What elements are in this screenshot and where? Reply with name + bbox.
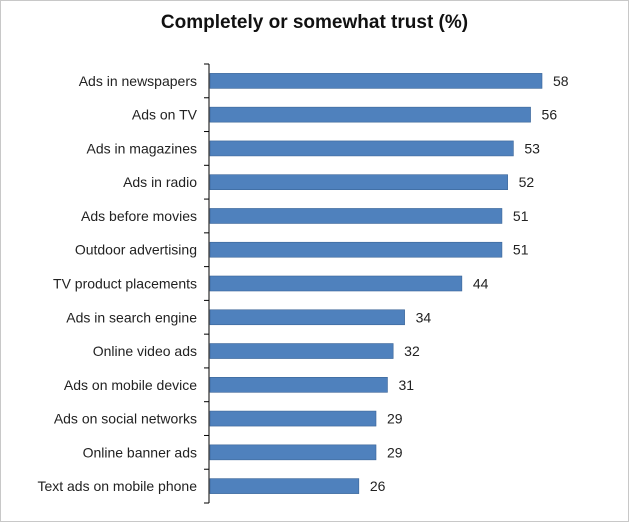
data-label: 26 xyxy=(370,478,386,494)
category-label: Ads in radio xyxy=(123,174,197,190)
bar xyxy=(209,309,405,326)
data-label: 52 xyxy=(519,174,535,190)
category-label: Online banner ads xyxy=(83,444,197,460)
category-label: Ads on TV xyxy=(132,107,198,123)
category-labels: Ads in newspapers Ads on TV Ads in magazin… xyxy=(37,73,197,494)
bar xyxy=(209,478,360,494)
value-labels: 58 56 53 52 51 51 44 34 32 31 29 29 26 xyxy=(370,73,569,494)
category-label: Ads in newspapers xyxy=(79,73,197,89)
data-label: 51 xyxy=(513,208,529,224)
y-axis-ticks xyxy=(204,63,209,504)
data-label: 29 xyxy=(387,411,403,427)
data-label: 34 xyxy=(416,309,432,325)
bars-group xyxy=(209,73,543,494)
bar xyxy=(209,208,503,224)
category-label: Ads before movies xyxy=(81,208,197,224)
category-label: Online video ads xyxy=(93,343,197,359)
data-label: 51 xyxy=(513,242,529,258)
data-label: 44 xyxy=(473,276,489,292)
category-label: Ads on mobile device xyxy=(64,377,197,393)
category-label: Ads in search engine xyxy=(66,309,197,325)
chart-title: Completely or somewhat trust (%) xyxy=(160,12,469,33)
data-label: 56 xyxy=(542,107,558,123)
bar xyxy=(209,343,394,359)
data-label: 29 xyxy=(387,444,403,460)
bar xyxy=(209,377,388,393)
data-label: 53 xyxy=(524,140,540,156)
bar xyxy=(209,106,531,123)
bar xyxy=(209,444,377,461)
bar xyxy=(209,73,543,89)
category-label: TV product placements xyxy=(53,276,197,292)
data-label: 32 xyxy=(404,343,420,359)
bar xyxy=(209,410,377,427)
bar xyxy=(209,174,508,190)
bar xyxy=(209,241,503,258)
data-label: 58 xyxy=(553,73,569,89)
data-label: 31 xyxy=(398,377,414,393)
category-label: Text ads on mobile phone xyxy=(37,478,197,494)
bar xyxy=(209,275,463,292)
bar xyxy=(209,140,514,157)
category-label: Ads in magazines xyxy=(86,140,197,156)
category-label: Ads on social networks xyxy=(54,411,197,427)
category-label: Outdoor advertising xyxy=(75,242,197,258)
